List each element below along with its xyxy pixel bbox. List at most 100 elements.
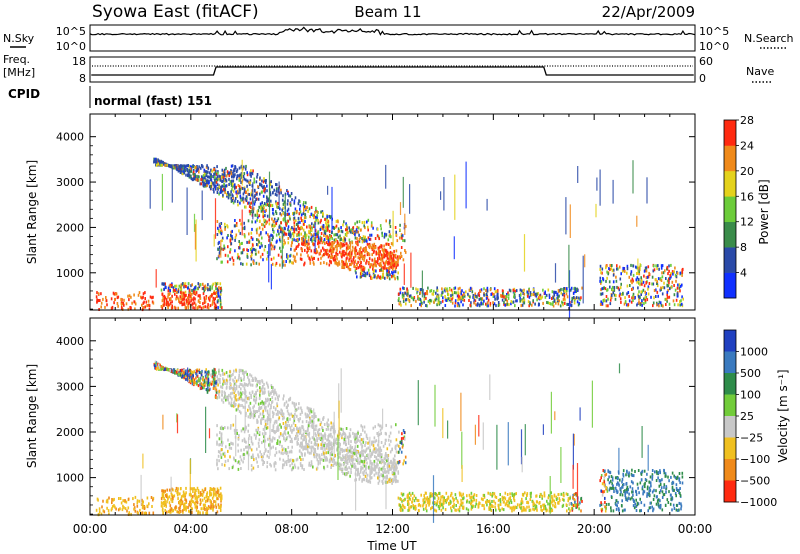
echo-cell [268, 398, 270, 402]
echo-cell [457, 291, 459, 295]
echo-cell [299, 417, 301, 421]
echo-cell [252, 414, 255, 418]
echo-cell [313, 233, 315, 236]
echo-streak [399, 202, 402, 215]
echo-streak [284, 193, 286, 221]
echo-cell [220, 247, 223, 251]
echo-cell [185, 491, 187, 495]
echo-cell [674, 266, 676, 270]
echo-cell [361, 240, 364, 244]
echo-cell [318, 453, 321, 457]
echo-cell [192, 490, 194, 493]
echo-cell [245, 370, 247, 374]
echo-cell [666, 265, 669, 269]
echo-cell [365, 441, 367, 445]
echo-cell [188, 290, 191, 294]
echo-cell [232, 258, 235, 262]
echo-cell [251, 208, 253, 212]
echo-cell [160, 501, 163, 505]
echo-cell [249, 248, 252, 251]
echo-cell [300, 445, 303, 449]
echo-cell [270, 199, 272, 203]
echo-cell [209, 288, 212, 292]
echo-cell [328, 249, 331, 253]
echo-cell [137, 293, 140, 297]
echo-cell [326, 215, 328, 219]
colorbar-tick-label: 24 [740, 139, 754, 152]
echo-cell [677, 303, 679, 307]
echo-cell [361, 272, 364, 276]
echo-cell [612, 280, 615, 284]
echo-cell [277, 229, 279, 233]
echo-cell [290, 244, 293, 248]
echo-cell [183, 167, 186, 171]
echo-cell [279, 236, 281, 240]
echo-cell [203, 296, 206, 300]
echo-cell [377, 474, 380, 478]
echo-cell [265, 180, 267, 184]
echo-cell [660, 266, 663, 270]
echo-cell [638, 300, 640, 304]
echo-cell [366, 252, 369, 256]
echo-cell [303, 209, 305, 213]
echo-cell [279, 227, 282, 231]
echo-cell [432, 292, 435, 296]
echo-cell [249, 202, 251, 206]
echo-cell [297, 437, 299, 441]
echo-cell [391, 267, 394, 271]
echo-cell [189, 510, 191, 514]
echo-cell [306, 241, 308, 245]
echo-cell [632, 292, 635, 296]
echo-cell [222, 193, 224, 197]
echo-cell [357, 256, 360, 260]
echo-cell [643, 269, 646, 273]
echo-cell [206, 370, 208, 374]
echo-cell [567, 303, 569, 306]
echo-cell [200, 501, 202, 505]
echo-cell [243, 227, 246, 231]
echo-cell [375, 471, 377, 475]
echo-streak [220, 239, 222, 258]
echo-cell [301, 410, 303, 414]
echo-cell [641, 303, 643, 307]
echo-cell [187, 173, 189, 177]
echo-cell [175, 284, 178, 288]
echo-cell [177, 296, 179, 300]
echo-cell [653, 289, 656, 292]
echo-cell [626, 271, 628, 275]
echo-cell [342, 238, 344, 242]
echo-cell [390, 257, 393, 261]
colorbar-swatch [724, 145, 736, 172]
echo-cell [436, 286, 438, 290]
echo-cell [355, 228, 358, 232]
echo-cell [262, 385, 264, 388]
echo-cell [373, 473, 376, 477]
echo-cell [318, 428, 321, 432]
echo-cell [647, 265, 650, 269]
echo-cell [275, 391, 277, 395]
echo-cell [382, 273, 384, 277]
echo-cell [340, 463, 342, 467]
echo-cell [161, 282, 163, 286]
echo-cell [383, 470, 386, 474]
echo-cell [244, 167, 247, 171]
echo-cell [360, 270, 362, 273]
echo-cell [341, 255, 343, 259]
echo-cell [681, 283, 683, 287]
echo-cell [564, 289, 566, 293]
echo-cell [657, 294, 659, 298]
echo-cell [339, 234, 341, 238]
echo-cell [339, 448, 341, 451]
echo-cell [449, 288, 451, 292]
echo-cell [357, 438, 360, 442]
echo-cell [244, 383, 246, 387]
echo-cell [354, 233, 356, 237]
echo-cell [246, 372, 248, 376]
echo-cell [262, 209, 264, 213]
echo-streak [349, 242, 351, 259]
echo-cell [381, 468, 384, 472]
power-x-axis-ticks [89, 114, 696, 310]
echo-cell [368, 253, 371, 257]
echo-cell [338, 260, 340, 264]
echo-cell [331, 236, 333, 240]
